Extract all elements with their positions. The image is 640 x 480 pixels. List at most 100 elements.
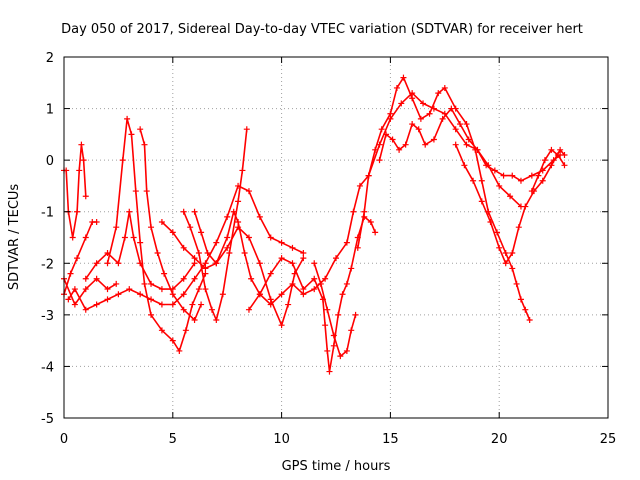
- data-point-marker: [219, 291, 226, 298]
- data-point-marker: [248, 275, 255, 282]
- data-point-marker: [245, 306, 252, 313]
- data-point-marker: [226, 249, 233, 256]
- y-tick-label: -4: [41, 360, 54, 375]
- data-point-marker: [148, 224, 155, 231]
- data-point-marker: [202, 270, 209, 277]
- data-point-marker: [256, 260, 263, 267]
- data-point-marker: [115, 291, 122, 298]
- data-point-marker: [383, 131, 390, 138]
- data-point-marker: [430, 136, 437, 143]
- data-point-marker: [435, 90, 442, 97]
- data-point-marker: [387, 110, 394, 117]
- data-point-marker: [535, 172, 542, 179]
- data-point-marker: [452, 141, 459, 148]
- data-point-marker: [389, 136, 396, 143]
- data-point-marker: [137, 291, 144, 298]
- data-point-marker: [256, 213, 263, 220]
- data-point-marker: [491, 167, 498, 174]
- data-point-marker: [213, 260, 220, 267]
- data-point-marker: [76, 167, 83, 174]
- data-point-marker: [65, 296, 72, 303]
- data-point-marker: [343, 347, 350, 354]
- data-point-marker: [141, 280, 148, 287]
- data-point-marker: [478, 198, 485, 205]
- data-point-marker: [539, 177, 546, 184]
- data-point-marker: [176, 347, 183, 354]
- series-group: [61, 74, 568, 375]
- data-point-marker: [198, 301, 205, 308]
- data-point-marker: [67, 270, 74, 277]
- data-point-marker: [300, 249, 307, 256]
- data-point-marker: [333, 255, 339, 262]
- data-point-marker: [502, 260, 509, 267]
- data-point-marker: [343, 239, 350, 246]
- x-tick-label: 10: [273, 432, 290, 447]
- satellite-track-2: [64, 143, 87, 239]
- y-tick-label: -1: [41, 206, 54, 221]
- satellite-track-3: [63, 277, 117, 306]
- y-axis-label: SDTVAR / TECUs: [7, 184, 22, 291]
- data-point-marker: [496, 244, 503, 251]
- data-point-marker: [93, 219, 100, 226]
- data-point-marker: [494, 229, 501, 236]
- data-point-marker: [509, 265, 516, 272]
- data-point-marker: [285, 301, 292, 308]
- data-point-marker: [78, 141, 85, 148]
- data-point-marker: [350, 208, 357, 215]
- data-point-marker: [561, 151, 568, 158]
- x-tick-label: 0: [60, 432, 68, 447]
- data-point-marker: [235, 219, 242, 226]
- data-point-marker: [300, 291, 307, 298]
- data-point-marker: [267, 296, 274, 303]
- data-point-marker: [104, 260, 111, 267]
- data-point-marker: [278, 255, 285, 262]
- data-point-marker: [137, 239, 144, 246]
- data-point-marker: [361, 208, 368, 215]
- data-point-marker: [224, 244, 231, 251]
- x-tick-label: 25: [600, 432, 617, 447]
- data-point-marker: [367, 219, 374, 226]
- chart-title: Day 050 of 2017, Sidereal Day-to-day VTE…: [61, 22, 583, 37]
- data-point-marker: [256, 291, 263, 298]
- grid: [64, 57, 608, 418]
- data-point-marker: [180, 208, 187, 215]
- satellite-track-6: [106, 118, 207, 352]
- data-point-marker: [239, 167, 246, 174]
- data-point-marker: [213, 239, 220, 246]
- data-point-marker: [300, 286, 307, 293]
- data-point-marker: [82, 306, 89, 313]
- data-point-marker: [93, 260, 100, 267]
- data-point-marker: [82, 275, 89, 282]
- data-point-marker: [143, 188, 150, 195]
- data-point-marker: [426, 110, 433, 117]
- data-point-marker: [180, 306, 187, 313]
- data-point-marker: [335, 311, 342, 318]
- data-point-marker: [478, 177, 485, 184]
- data-point-marker: [191, 317, 198, 324]
- data-point-marker: [378, 126, 385, 133]
- data-point-marker: [202, 286, 209, 293]
- data-point-marker: [311, 275, 318, 282]
- data-point-marker: [300, 255, 307, 262]
- data-point-marker: [82, 286, 89, 293]
- y-tick-label: 0: [46, 154, 54, 169]
- data-point-marker: [204, 249, 211, 256]
- data-point-marker: [448, 105, 455, 112]
- data-point-marker: [141, 141, 148, 148]
- x-tick-label: 15: [382, 432, 399, 447]
- data-point-marker: [191, 275, 198, 282]
- y-tick-label: -3: [41, 309, 54, 324]
- x-axis-label: GPS time / hours: [282, 459, 391, 474]
- data-point-marker: [372, 146, 379, 153]
- data-point-marker: [330, 342, 337, 349]
- data-point-marker: [245, 234, 252, 241]
- data-point-marker: [235, 224, 242, 231]
- data-point-marker: [500, 172, 507, 179]
- data-point-marker: [148, 296, 155, 303]
- data-point-marker: [409, 95, 416, 102]
- data-point-marker: [74, 255, 81, 262]
- data-point-marker: [195, 249, 202, 256]
- data-point-marker: [267, 234, 274, 241]
- data-point-marker: [354, 244, 361, 251]
- data-point-marker: [121, 234, 128, 241]
